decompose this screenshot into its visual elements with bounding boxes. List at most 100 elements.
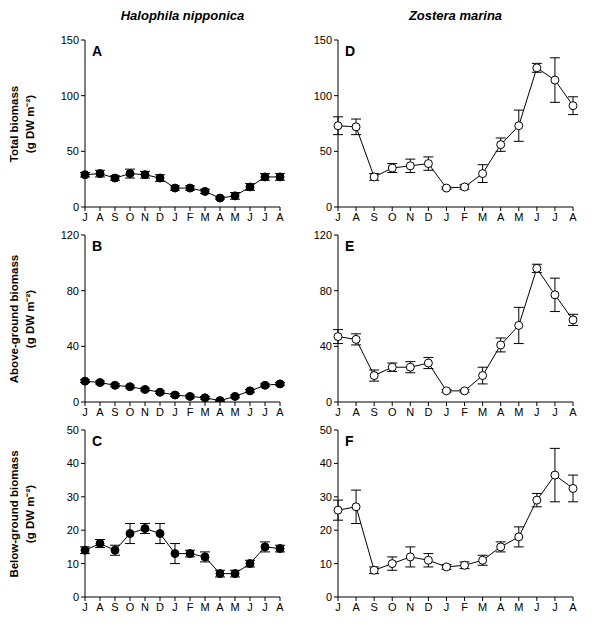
- svg-text:J: J: [82, 601, 88, 613]
- svg-text:J: J: [534, 211, 540, 223]
- svg-text:N: N: [406, 406, 414, 418]
- svg-text:O: O: [126, 601, 135, 613]
- svg-text:S: S: [111, 211, 118, 223]
- svg-text:A: A: [276, 211, 284, 223]
- svg-text:A: A: [276, 601, 284, 613]
- svg-text:D: D: [156, 601, 164, 613]
- svg-text:O: O: [388, 211, 397, 223]
- svg-text:0: 0: [73, 591, 79, 603]
- svg-text:D: D: [156, 211, 164, 223]
- svg-text:O: O: [388, 406, 397, 418]
- svg-text:50: 50: [67, 145, 79, 157]
- svg-text:J: J: [534, 601, 540, 613]
- svg-text:A: A: [276, 406, 284, 418]
- svg-text:100: 100: [314, 90, 332, 102]
- svg-text:D: D: [424, 601, 432, 613]
- svg-text:50: 50: [320, 425, 332, 436]
- svg-text:M: M: [514, 601, 523, 613]
- svg-text:A: A: [216, 211, 224, 223]
- svg-text:A: A: [96, 601, 104, 613]
- svg-text:30: 30: [320, 491, 332, 503]
- svg-text:100: 100: [61, 90, 79, 102]
- svg-text:J: J: [262, 211, 268, 223]
- svg-text:N: N: [406, 601, 414, 613]
- svg-text:A: A: [569, 211, 577, 223]
- svg-text:A: A: [216, 601, 224, 613]
- svg-text:N: N: [406, 211, 414, 223]
- svg-text:A: A: [497, 601, 505, 613]
- svg-text:D: D: [156, 406, 164, 418]
- svg-text:D: D: [424, 211, 432, 223]
- svg-text:N: N: [141, 601, 149, 613]
- svg-text:10: 10: [67, 558, 79, 570]
- svg-text:20: 20: [320, 524, 332, 536]
- svg-text:120: 120: [314, 230, 332, 241]
- svg-text:J: J: [335, 406, 341, 418]
- svg-text:A: A: [216, 406, 224, 418]
- svg-text:M: M: [230, 601, 239, 613]
- svg-text:A: A: [497, 406, 505, 418]
- svg-text:M: M: [478, 406, 487, 418]
- svg-text:A: A: [569, 406, 577, 418]
- svg-text:J: J: [172, 601, 178, 613]
- svg-text:J: J: [247, 601, 253, 613]
- svg-text:J: J: [335, 601, 341, 613]
- svg-text:J: J: [552, 211, 558, 223]
- svg-text:M: M: [514, 211, 523, 223]
- svg-text:A: A: [352, 601, 360, 613]
- svg-text:O: O: [126, 406, 135, 418]
- svg-text:30: 30: [67, 491, 79, 503]
- svg-text:M: M: [478, 601, 487, 613]
- svg-text:J: J: [444, 601, 450, 613]
- svg-text:10: 10: [320, 558, 332, 570]
- svg-text:J: J: [262, 406, 268, 418]
- svg-text:0: 0: [73, 396, 79, 408]
- svg-text:0: 0: [326, 396, 332, 408]
- svg-text:S: S: [370, 211, 377, 223]
- svg-text:150: 150: [314, 35, 332, 46]
- svg-text:M: M: [200, 601, 209, 613]
- svg-text:M: M: [478, 211, 487, 223]
- svg-text:M: M: [200, 211, 209, 223]
- svg-text:80: 80: [67, 285, 79, 297]
- svg-text:50: 50: [320, 145, 332, 157]
- svg-text:F: F: [461, 601, 468, 613]
- svg-text:J: J: [534, 406, 540, 418]
- svg-text:M: M: [230, 406, 239, 418]
- svg-text:J: J: [444, 406, 450, 418]
- svg-text:F: F: [187, 601, 194, 613]
- svg-text:A: A: [352, 406, 360, 418]
- svg-text:J: J: [172, 406, 178, 418]
- svg-text:J: J: [552, 406, 558, 418]
- svg-text:F: F: [461, 406, 468, 418]
- svg-text:S: S: [111, 601, 118, 613]
- svg-text:N: N: [141, 211, 149, 223]
- svg-text:A: A: [96, 406, 104, 418]
- svg-text:40: 40: [320, 340, 332, 352]
- svg-text:S: S: [111, 406, 118, 418]
- svg-text:J: J: [82, 211, 88, 223]
- svg-text:J: J: [552, 601, 558, 613]
- svg-text:O: O: [388, 601, 397, 613]
- svg-text:A: A: [569, 601, 577, 613]
- svg-text:J: J: [262, 601, 268, 613]
- svg-text:A: A: [352, 211, 360, 223]
- svg-text:N: N: [141, 406, 149, 418]
- svg-text:A: A: [497, 211, 505, 223]
- svg-text:M: M: [200, 406, 209, 418]
- svg-text:S: S: [370, 601, 377, 613]
- svg-text:20: 20: [67, 524, 79, 536]
- svg-text:D: D: [424, 406, 432, 418]
- svg-text:A: A: [96, 211, 104, 223]
- svg-text:F: F: [461, 211, 468, 223]
- svg-text:0: 0: [73, 201, 79, 213]
- svg-text:J: J: [247, 211, 253, 223]
- svg-text:M: M: [230, 211, 239, 223]
- svg-text:O: O: [126, 211, 135, 223]
- svg-text:J: J: [172, 211, 178, 223]
- svg-text:40: 40: [67, 457, 79, 469]
- svg-text:J: J: [444, 211, 450, 223]
- svg-text:40: 40: [320, 457, 332, 469]
- svg-text:F: F: [187, 211, 194, 223]
- svg-text:J: J: [335, 211, 341, 223]
